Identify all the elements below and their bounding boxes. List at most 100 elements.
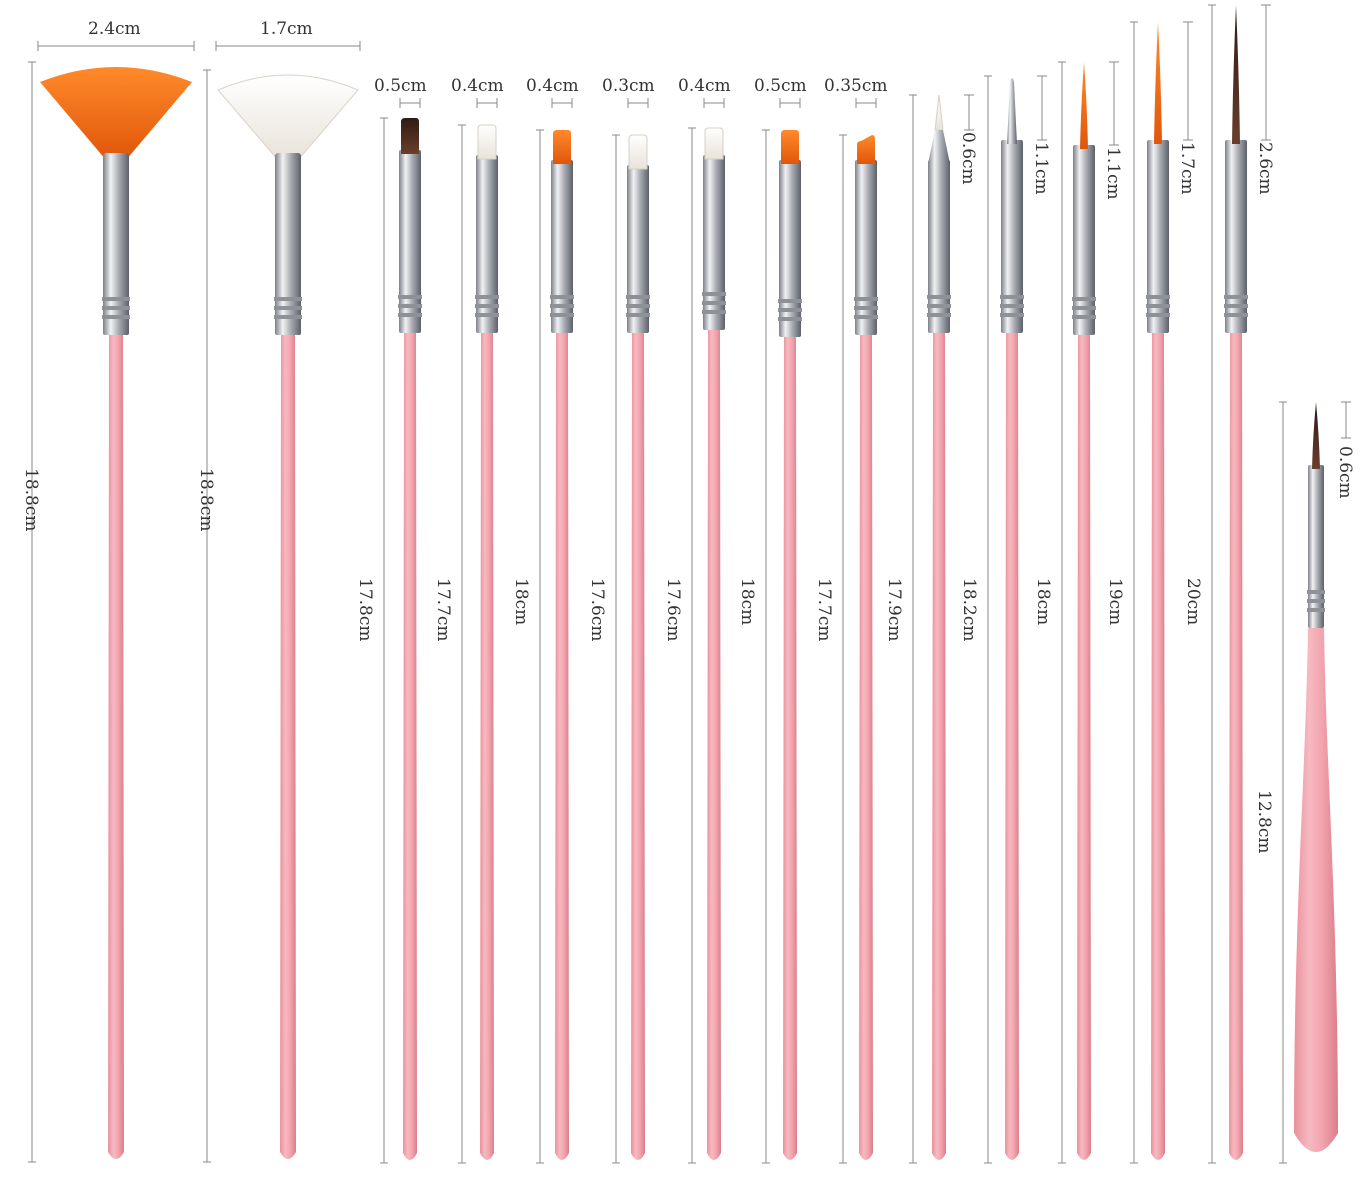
length-label: 18.2cm [959, 578, 979, 642]
ferrule-ring [398, 304, 422, 308]
length-label: 18.8cm [196, 468, 216, 532]
ferrule-ring [702, 292, 726, 296]
ferrule-ring [1000, 295, 1024, 299]
ferrule-ring [778, 317, 802, 321]
length-dimension: 18.8cm [21, 61, 41, 1163]
brush-bristles [401, 118, 419, 154]
brush-handle [631, 333, 645, 1160]
head-dimension: 0.6cm [958, 94, 978, 185]
brush-handle [932, 333, 946, 1160]
length-dimension: 20cm [1183, 4, 1216, 1164]
head-dimension: 0.4cm [526, 76, 579, 108]
brush-handle [108, 335, 124, 1159]
ferrule-ring [550, 295, 574, 299]
brush-14: 20cm 2.6cm [1183, 4, 1275, 1164]
length-label: 19cm [1105, 578, 1125, 625]
brush-ferrule [1225, 140, 1247, 333]
brush-ferrule [928, 160, 950, 333]
length-label: 17.9cm [884, 578, 904, 642]
length-dimension: 18.2cm [959, 75, 992, 1164]
length-label: 17.6cm [587, 578, 607, 642]
brush-13: 19cm 1.7cm [1105, 21, 1197, 1164]
brush-bristles [217, 74, 359, 161]
ferrule-ring [854, 306, 878, 310]
ferrule-ring [626, 304, 650, 308]
ferrule-ring [1072, 306, 1096, 310]
head-dimension: 2.6cm [1255, 4, 1275, 195]
brush-ferrule [476, 155, 498, 333]
head-length-label: 1.7cm [1177, 142, 1197, 195]
brush-bristles [628, 134, 648, 170]
brush-5: 18cm 0.4cm [511, 76, 579, 1164]
ferrule-ring [1307, 599, 1325, 603]
ferrule-ring [778, 308, 802, 312]
brush-ferrule [779, 160, 801, 337]
brush-3: 17.8cm 0.5cm [355, 76, 427, 1164]
brush-handle [1229, 333, 1243, 1160]
brush-ferrule [551, 160, 573, 333]
ferrule-ring [1224, 304, 1248, 308]
brush-bristles [934, 94, 944, 131]
head-length-label: 0.6cm [958, 132, 978, 185]
head-dimension: 0.4cm [451, 76, 504, 108]
head-dimension: 0.35cm [824, 76, 888, 108]
head-width-label: 0.4cm [678, 76, 731, 96]
ferrule-ring [475, 304, 499, 308]
ferrule-ring [398, 295, 422, 299]
length-dimension: 17.6cm [663, 127, 696, 1164]
head-dimension: 0.4cm [678, 76, 731, 108]
brush-ferrule [275, 155, 301, 335]
brush-bristles [40, 67, 192, 160]
head-width-label: 0.3cm [602, 76, 655, 96]
ferrule-ring [854, 297, 878, 301]
length-dimension: 18cm [511, 129, 544, 1164]
brush-bristles [1154, 22, 1162, 144]
length-label: 17.8cm [355, 578, 375, 642]
length-dimension: 17.6cm [587, 134, 620, 1164]
brush-handle [280, 335, 296, 1159]
ferrule-ring [1224, 313, 1248, 317]
ferrule-ring [854, 315, 878, 319]
brush-bristles [857, 135, 875, 164]
brush-2: 18.8cm 1.7cm [196, 19, 361, 1163]
brush-handle [1005, 333, 1019, 1160]
ferrule-ring [1146, 295, 1170, 299]
brush-bristles [1080, 62, 1088, 149]
ferrule-ring [102, 297, 130, 301]
ferrule-ring [102, 306, 130, 310]
length-label: 18.8cm [21, 468, 41, 532]
head-length-label: 0.6cm [1335, 446, 1355, 499]
head-width-label: 0.4cm [451, 76, 504, 96]
head-dimension: 0.5cm [374, 76, 427, 108]
ferrule-ring [626, 295, 650, 299]
brush-handle [783, 337, 797, 1160]
brush-9: 17.7cm 0.35cm [814, 76, 888, 1164]
ferrule-ring [927, 295, 951, 299]
length-dimension: 17.8cm [355, 117, 388, 1164]
length-dimension: 18.8cm [196, 69, 216, 1163]
brush-7: 17.6cm 0.4cm [663, 76, 731, 1164]
ferrule-ring [550, 313, 574, 317]
head-length-label: 1.1cm [1103, 147, 1123, 200]
brush-bristles [553, 130, 571, 164]
ferrule-ring [274, 306, 302, 310]
brush-1: 18.8cm 2.4cm [21, 19, 195, 1163]
head-length-label: 2.6cm [1255, 142, 1275, 195]
length-dimension: 19cm [1105, 21, 1138, 1164]
ferrule-ring [398, 313, 422, 317]
ferrule-ring [1224, 295, 1248, 299]
fan-cap [275, 153, 301, 177]
head-width-label: 2.4cm [88, 19, 141, 39]
ferrule-ring [1072, 315, 1096, 319]
brush-bristles [704, 127, 724, 160]
ferrule-ring [927, 304, 951, 308]
brush-handle [1151, 333, 1165, 1160]
head-dimension: 1.7cm [215, 19, 361, 51]
brush-handle [403, 333, 417, 1160]
length-dimension: 12.8cm [1254, 401, 1287, 1164]
detail-collar [928, 130, 950, 164]
brush-ferrule [627, 165, 649, 333]
brush-handle [707, 330, 721, 1160]
head-width-label: 0.5cm [754, 76, 807, 96]
